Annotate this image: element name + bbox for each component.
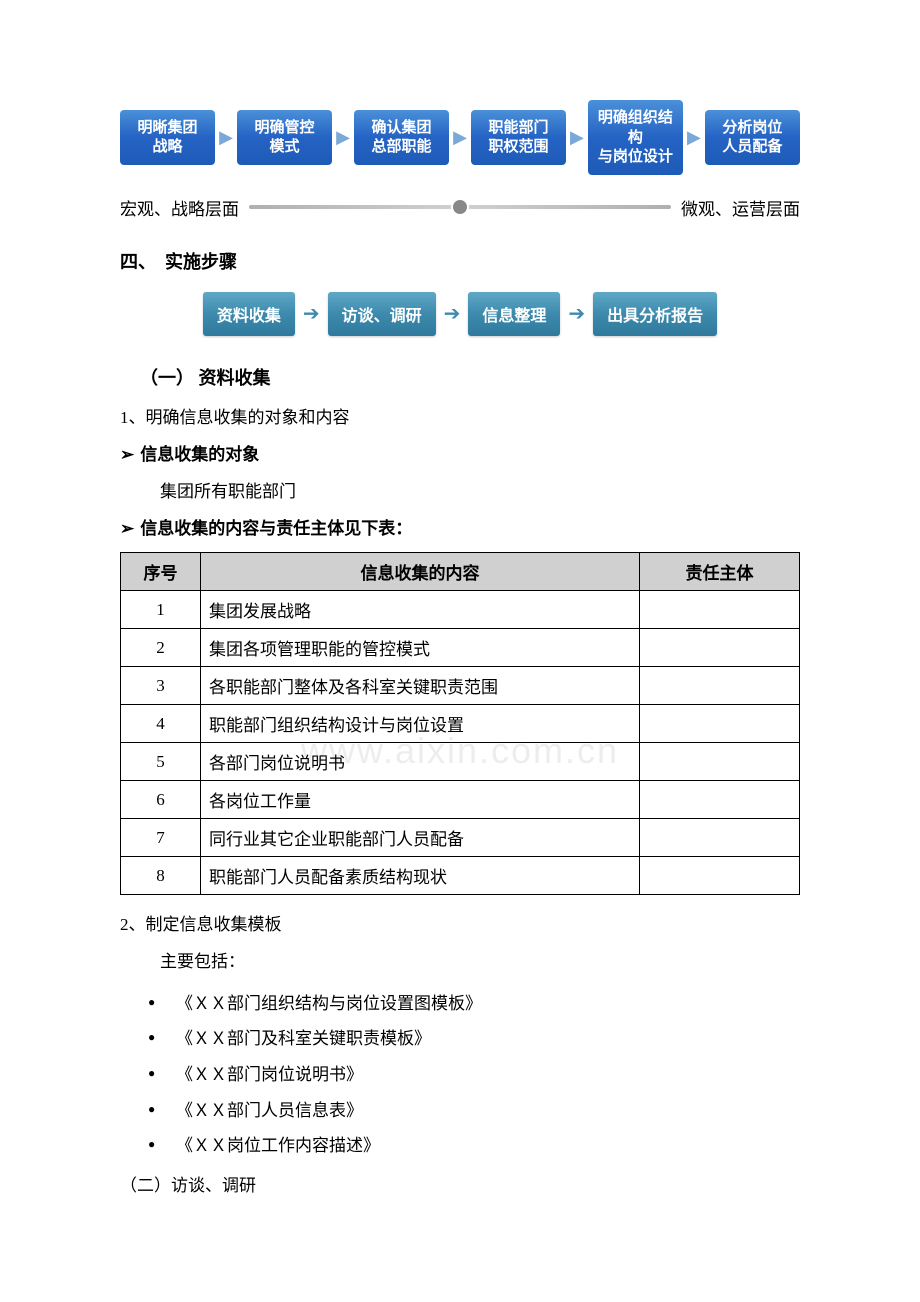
table-cell-content: 同行业其它企业职能部门人员配备 [201,819,640,857]
table-header-content: 信息收集的内容 [201,553,640,591]
flow2-box-0: 资料收集 [203,292,295,336]
table-row: 4职能部门组织结构设计与岗位设置 [121,705,800,743]
table-cell-content: 职能部门组织结构设计与岗位设置 [201,705,640,743]
arrow-bullet-icon: ➢ [120,515,134,542]
flow2-box-3: 出具分析报告 [593,292,717,336]
table-cell-content: 集团各项管理职能的管控模式 [201,629,640,667]
table-cell-seq: 6 [121,781,201,819]
table-cell-resp [640,705,800,743]
flow1-box-3: 职能部门职权范围 [471,110,566,165]
list-item: 《ＸＸ部门岗位说明书》 [176,1057,800,1093]
flow2-box-2: 信息整理 [468,292,560,336]
arrow-right-icon: ➔ [568,301,585,326]
spectrum-right-label: 微观、运营层面 [681,195,800,220]
table-cell-resp [640,781,800,819]
list-item: 《ＸＸ部门人员信息表》 [176,1093,800,1129]
table-header-seq: 序号 [121,553,201,591]
table-cell-resp [640,857,800,895]
flow1-box-4: 明确组织结构与岗位设计 [588,100,683,175]
flowchart-steps: 资料收集 ➔ 访谈、调研 ➔ 信息整理 ➔ 出具分析报告 [120,292,800,336]
table-header-resp: 责任主体 [640,553,800,591]
table-cell-resp [640,591,800,629]
table-cell-seq: 2 [121,629,201,667]
table-cell-content: 集团发展战略 [201,591,640,629]
table-cell-seq: 4 [121,705,201,743]
table-cell-seq: 8 [121,857,201,895]
point-1-title: 1、明确信息收集的对象和内容 [120,404,800,431]
table-cell-content: 职能部门人员配备素质结构现状 [201,857,640,895]
arrow-bullet-icon: ➢ [120,441,134,468]
subsection-2-heading: （二）访谈、调研 [120,1172,800,1199]
arrow-right-icon: ▶ [219,127,233,148]
section-4-heading: 四、 实施步骤 [120,248,800,274]
table-cell-seq: 7 [121,819,201,857]
arrow-right-icon: ▶ [570,127,584,148]
arrow-right-icon: ▶ [336,127,350,148]
table-row: 1集团发展战略 [121,591,800,629]
table-cell-resp [640,743,800,781]
arrow-item-label: 信息收集的对象 [140,441,259,468]
arrow-item-object: ➢ 信息收集的对象 [120,441,800,468]
info-collection-table: 序号 信息收集的内容 责任主体 1集团发展战略2集团各项管理职能的管控模式3各职… [120,552,800,895]
table-cell-content: 各部门岗位说明书 [201,743,640,781]
arrow-item-body: 集团所有职能部门 [120,478,800,505]
list-item: 《ＸＸ部门及科室关键职责模板》 [176,1021,800,1057]
table-row: 6各岗位工作量 [121,781,800,819]
table-cell-seq: 5 [121,743,201,781]
table-header-row: 序号 信息收集的内容 责任主体 [121,553,800,591]
point-2-lead: 主要包括： [120,948,800,975]
table-row: 2集团各项管理职能的管控模式 [121,629,800,667]
point-2-title: 2、制定信息收集模板 [120,911,800,938]
spectrum-line [249,201,671,213]
table-cell-content: 各职能部门整体及各科室关键职责范围 [201,667,640,705]
subsection-1-heading: （一） 资料收集 [120,364,800,390]
table-cell-resp [640,819,800,857]
arrow-right-icon: ➔ [303,301,320,326]
flow2-box-1: 访谈、调研 [328,292,436,336]
arrow-right-icon: ➔ [444,301,461,326]
spectrum-scale: 宏观、战略层面 微观、运营层面 [120,195,800,220]
arrow-right-icon: ▶ [453,127,467,148]
table-row: 8职能部门人员配备素质结构现状 [121,857,800,895]
spectrum-left-label: 宏观、战略层面 [120,195,239,220]
table-row: 5各部门岗位说明书 [121,743,800,781]
flow1-box-1: 明确管控模式 [237,110,332,165]
flow1-box-5: 分析岗位人员配备 [705,110,800,165]
table-row: 3各职能部门整体及各科室关键职责范围 [121,667,800,705]
list-item: 《ＸＸ岗位工作内容描述》 [176,1128,800,1164]
arrow-item-label: 信息收集的内容与责任主体见下表： [140,515,412,542]
table-cell-seq: 3 [121,667,201,705]
table-cell-content: 各岗位工作量 [201,781,640,819]
template-bullet-list: 《ＸＸ部门组织结构与岗位设置图模板》《ＸＸ部门及科室关键职责模板》《ＸＸ部门岗位… [120,986,800,1164]
arrow-item-content: ➢ 信息收集的内容与责任主体见下表： [120,515,800,542]
table-cell-resp [640,629,800,667]
flow1-box-0: 明晰集团战略 [120,110,215,165]
arrow-right-icon: ▶ [687,127,701,148]
table-cell-seq: 1 [121,591,201,629]
flowchart-top: 明晰集团战略 ▶ 明确管控模式 ▶ 确认集团总部职能 ▶ 职能部门职权范围 ▶ … [120,100,800,175]
table-row: 7同行业其它企业职能部门人员配备 [121,819,800,857]
list-item: 《ＸＸ部门组织结构与岗位设置图模板》 [176,986,800,1022]
table-cell-resp [640,667,800,705]
flow1-box-2: 确认集团总部职能 [354,110,449,165]
